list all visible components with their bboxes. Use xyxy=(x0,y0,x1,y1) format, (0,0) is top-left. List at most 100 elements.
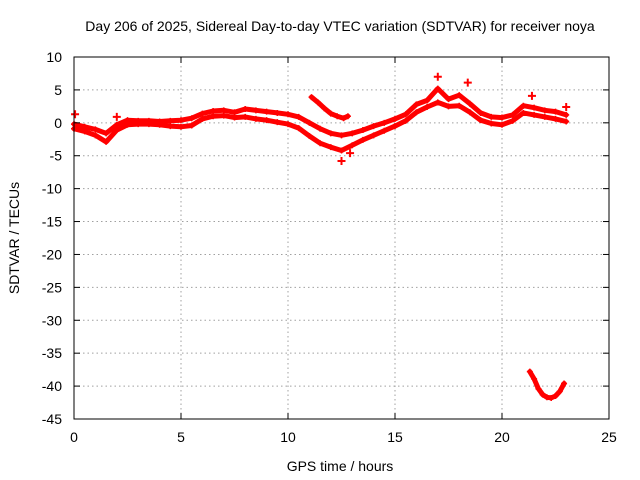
x-tick-label: 25 xyxy=(601,429,617,445)
data-point xyxy=(242,105,249,112)
data-point xyxy=(359,127,366,134)
data-point xyxy=(520,102,527,109)
data-point xyxy=(199,110,206,117)
x-tick-label: 5 xyxy=(177,429,185,445)
data-point xyxy=(381,119,388,126)
x-tick-label: 20 xyxy=(494,429,510,445)
y-tick-label: -20 xyxy=(42,246,62,262)
data-point xyxy=(113,127,120,134)
data-point xyxy=(285,111,291,118)
data-point xyxy=(81,128,88,135)
x-axis-label: GPS time / hours xyxy=(287,458,394,474)
data-point xyxy=(156,121,163,128)
data-point xyxy=(499,114,505,121)
data-point xyxy=(445,96,452,103)
data-point xyxy=(103,130,110,137)
data-point xyxy=(327,144,334,151)
data-point xyxy=(178,117,184,124)
data-point xyxy=(548,394,555,401)
data-point xyxy=(563,118,570,125)
data-point xyxy=(274,119,281,126)
data-point xyxy=(92,132,99,139)
data-point xyxy=(466,109,473,116)
data-point xyxy=(242,113,249,120)
y-tick-label: -5 xyxy=(50,148,63,164)
scatter-point xyxy=(71,110,80,119)
y-tick-label: -15 xyxy=(42,214,62,230)
data-point xyxy=(188,122,195,129)
x-tick-label: 10 xyxy=(280,429,296,445)
scatter-point xyxy=(337,156,346,165)
data-point xyxy=(381,127,388,134)
data-point xyxy=(210,113,217,120)
data-point xyxy=(349,130,356,137)
data-point xyxy=(252,107,259,114)
data-point xyxy=(285,121,291,128)
x-tick-labels: 0 5 10 15 20 25 xyxy=(70,429,617,445)
data-point xyxy=(531,104,538,111)
y-tick-label: 5 xyxy=(54,82,62,98)
y-tick-label: -25 xyxy=(42,279,62,295)
scatter-point xyxy=(346,149,355,158)
chart-title: Day 206 of 2025, Sidereal Day-to-day VTE… xyxy=(85,18,595,34)
data-point xyxy=(434,99,441,106)
data-point xyxy=(327,110,334,117)
data-point xyxy=(210,107,217,114)
y-tick-label: -45 xyxy=(42,411,62,427)
grid xyxy=(74,57,609,419)
data-point xyxy=(220,107,227,114)
data-point xyxy=(263,117,270,124)
data-point xyxy=(563,111,570,118)
data-point xyxy=(338,147,345,154)
data-point xyxy=(520,109,527,116)
data-point xyxy=(314,99,321,106)
data-point xyxy=(167,117,174,124)
data-point xyxy=(392,115,398,122)
y-tick-label: -30 xyxy=(42,312,62,328)
y-tick-label: -35 xyxy=(42,345,62,361)
data-point xyxy=(340,115,347,122)
data-point xyxy=(349,142,356,149)
data-point xyxy=(424,104,431,111)
data-point xyxy=(552,108,559,115)
data-point xyxy=(477,109,484,116)
data-point xyxy=(445,103,452,110)
data-point xyxy=(541,107,548,114)
data-point xyxy=(263,108,270,115)
data-point xyxy=(274,109,281,116)
data-point xyxy=(231,109,238,116)
data-point xyxy=(413,101,420,108)
data-point xyxy=(539,391,546,398)
data-point xyxy=(317,125,324,132)
data-point xyxy=(295,125,302,132)
data-point xyxy=(531,375,538,382)
data-point xyxy=(561,380,568,387)
scatter-point xyxy=(463,78,472,87)
data-point xyxy=(231,114,238,121)
scatter-point xyxy=(527,91,536,100)
data-point xyxy=(317,140,324,147)
data-point xyxy=(199,115,206,122)
y-tick-label: 0 xyxy=(54,115,62,131)
data-point xyxy=(167,123,174,130)
data-point xyxy=(338,132,345,139)
y-tick-label: -10 xyxy=(42,181,62,197)
data-point xyxy=(135,121,142,128)
data-point xyxy=(541,113,548,120)
data-point xyxy=(295,113,302,120)
data-point xyxy=(103,138,110,145)
data-point xyxy=(306,119,313,126)
data-point xyxy=(531,111,538,118)
data-point xyxy=(552,392,559,399)
data-point xyxy=(434,85,441,92)
data-point xyxy=(456,102,463,109)
data-point xyxy=(552,115,559,122)
data-point xyxy=(466,100,473,107)
data-point xyxy=(370,123,377,130)
data-point xyxy=(334,113,341,120)
y-tick-labels: 10 5 0 -5 -10 -15 -20 -25 -30 -35 -40 -45 xyxy=(42,49,62,427)
y-tick-label: 10 xyxy=(46,49,62,65)
data-point xyxy=(526,368,533,375)
data-layer xyxy=(71,72,571,401)
